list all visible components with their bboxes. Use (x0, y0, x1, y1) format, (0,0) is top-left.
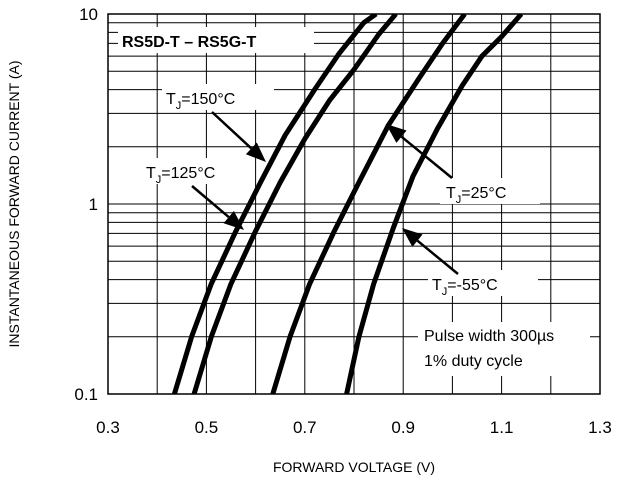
y-axis-label: INSTANTANEOUS FORWARD CURRENT (A) (6, 60, 22, 347)
y-tick-label: 1 (89, 195, 98, 214)
x-tick-label: 0.7 (293, 418, 317, 437)
tick-labels: 0.3 0.5 0.7 0.9 1.1 1.3 0.1 1 10 (74, 5, 611, 437)
y-tick-label: 0.1 (74, 385, 98, 404)
plot-frame (107, 13, 601, 395)
chart-title: RS5D-T – RS5G-T (122, 34, 256, 51)
x-tick-label: 0.5 (195, 418, 219, 437)
arrows (191, 111, 459, 275)
svg-text:TJ=125°C: TJ=125°C (146, 165, 215, 186)
series-label-minus55: TJ=-55°C (428, 270, 538, 298)
series-label-125: TJ=125°C (142, 158, 254, 186)
x-axis-label: FORWARD VOLTAGE (V) (273, 459, 435, 475)
curve-25c (270, 14, 467, 394)
svg-text:TJ=150°C: TJ=150°C (166, 91, 235, 112)
curves (172, 14, 524, 394)
note-line-2: 1% duty cycle (424, 353, 523, 370)
y-tick-label: 10 (79, 5, 98, 24)
curve-150c (172, 14, 378, 394)
svg-text:TJ=25°C: TJ=25°C (446, 185, 506, 206)
series-label-150: TJ=150°C (162, 84, 274, 112)
arrow-125c (191, 185, 244, 230)
curve-minus55c (344, 14, 524, 394)
x-tick-label: 0.9 (391, 418, 415, 437)
title-box-bg (118, 27, 314, 53)
note-box-bg (418, 322, 590, 376)
note-line-1: Pulse width 300µs (424, 328, 554, 345)
arrow-150c (211, 111, 266, 162)
arrow-25c (386, 124, 453, 179)
x-tick-label: 0.3 (96, 418, 120, 437)
curve-125c (191, 14, 398, 394)
x-tick-label: 1.1 (490, 418, 514, 437)
x-tick-label: 1.3 (588, 418, 612, 437)
svg-text:TJ=-55°C: TJ=-55°C (432, 277, 498, 298)
series-label-25: TJ=25°C (440, 178, 540, 206)
arrow-minus55c (402, 228, 459, 275)
